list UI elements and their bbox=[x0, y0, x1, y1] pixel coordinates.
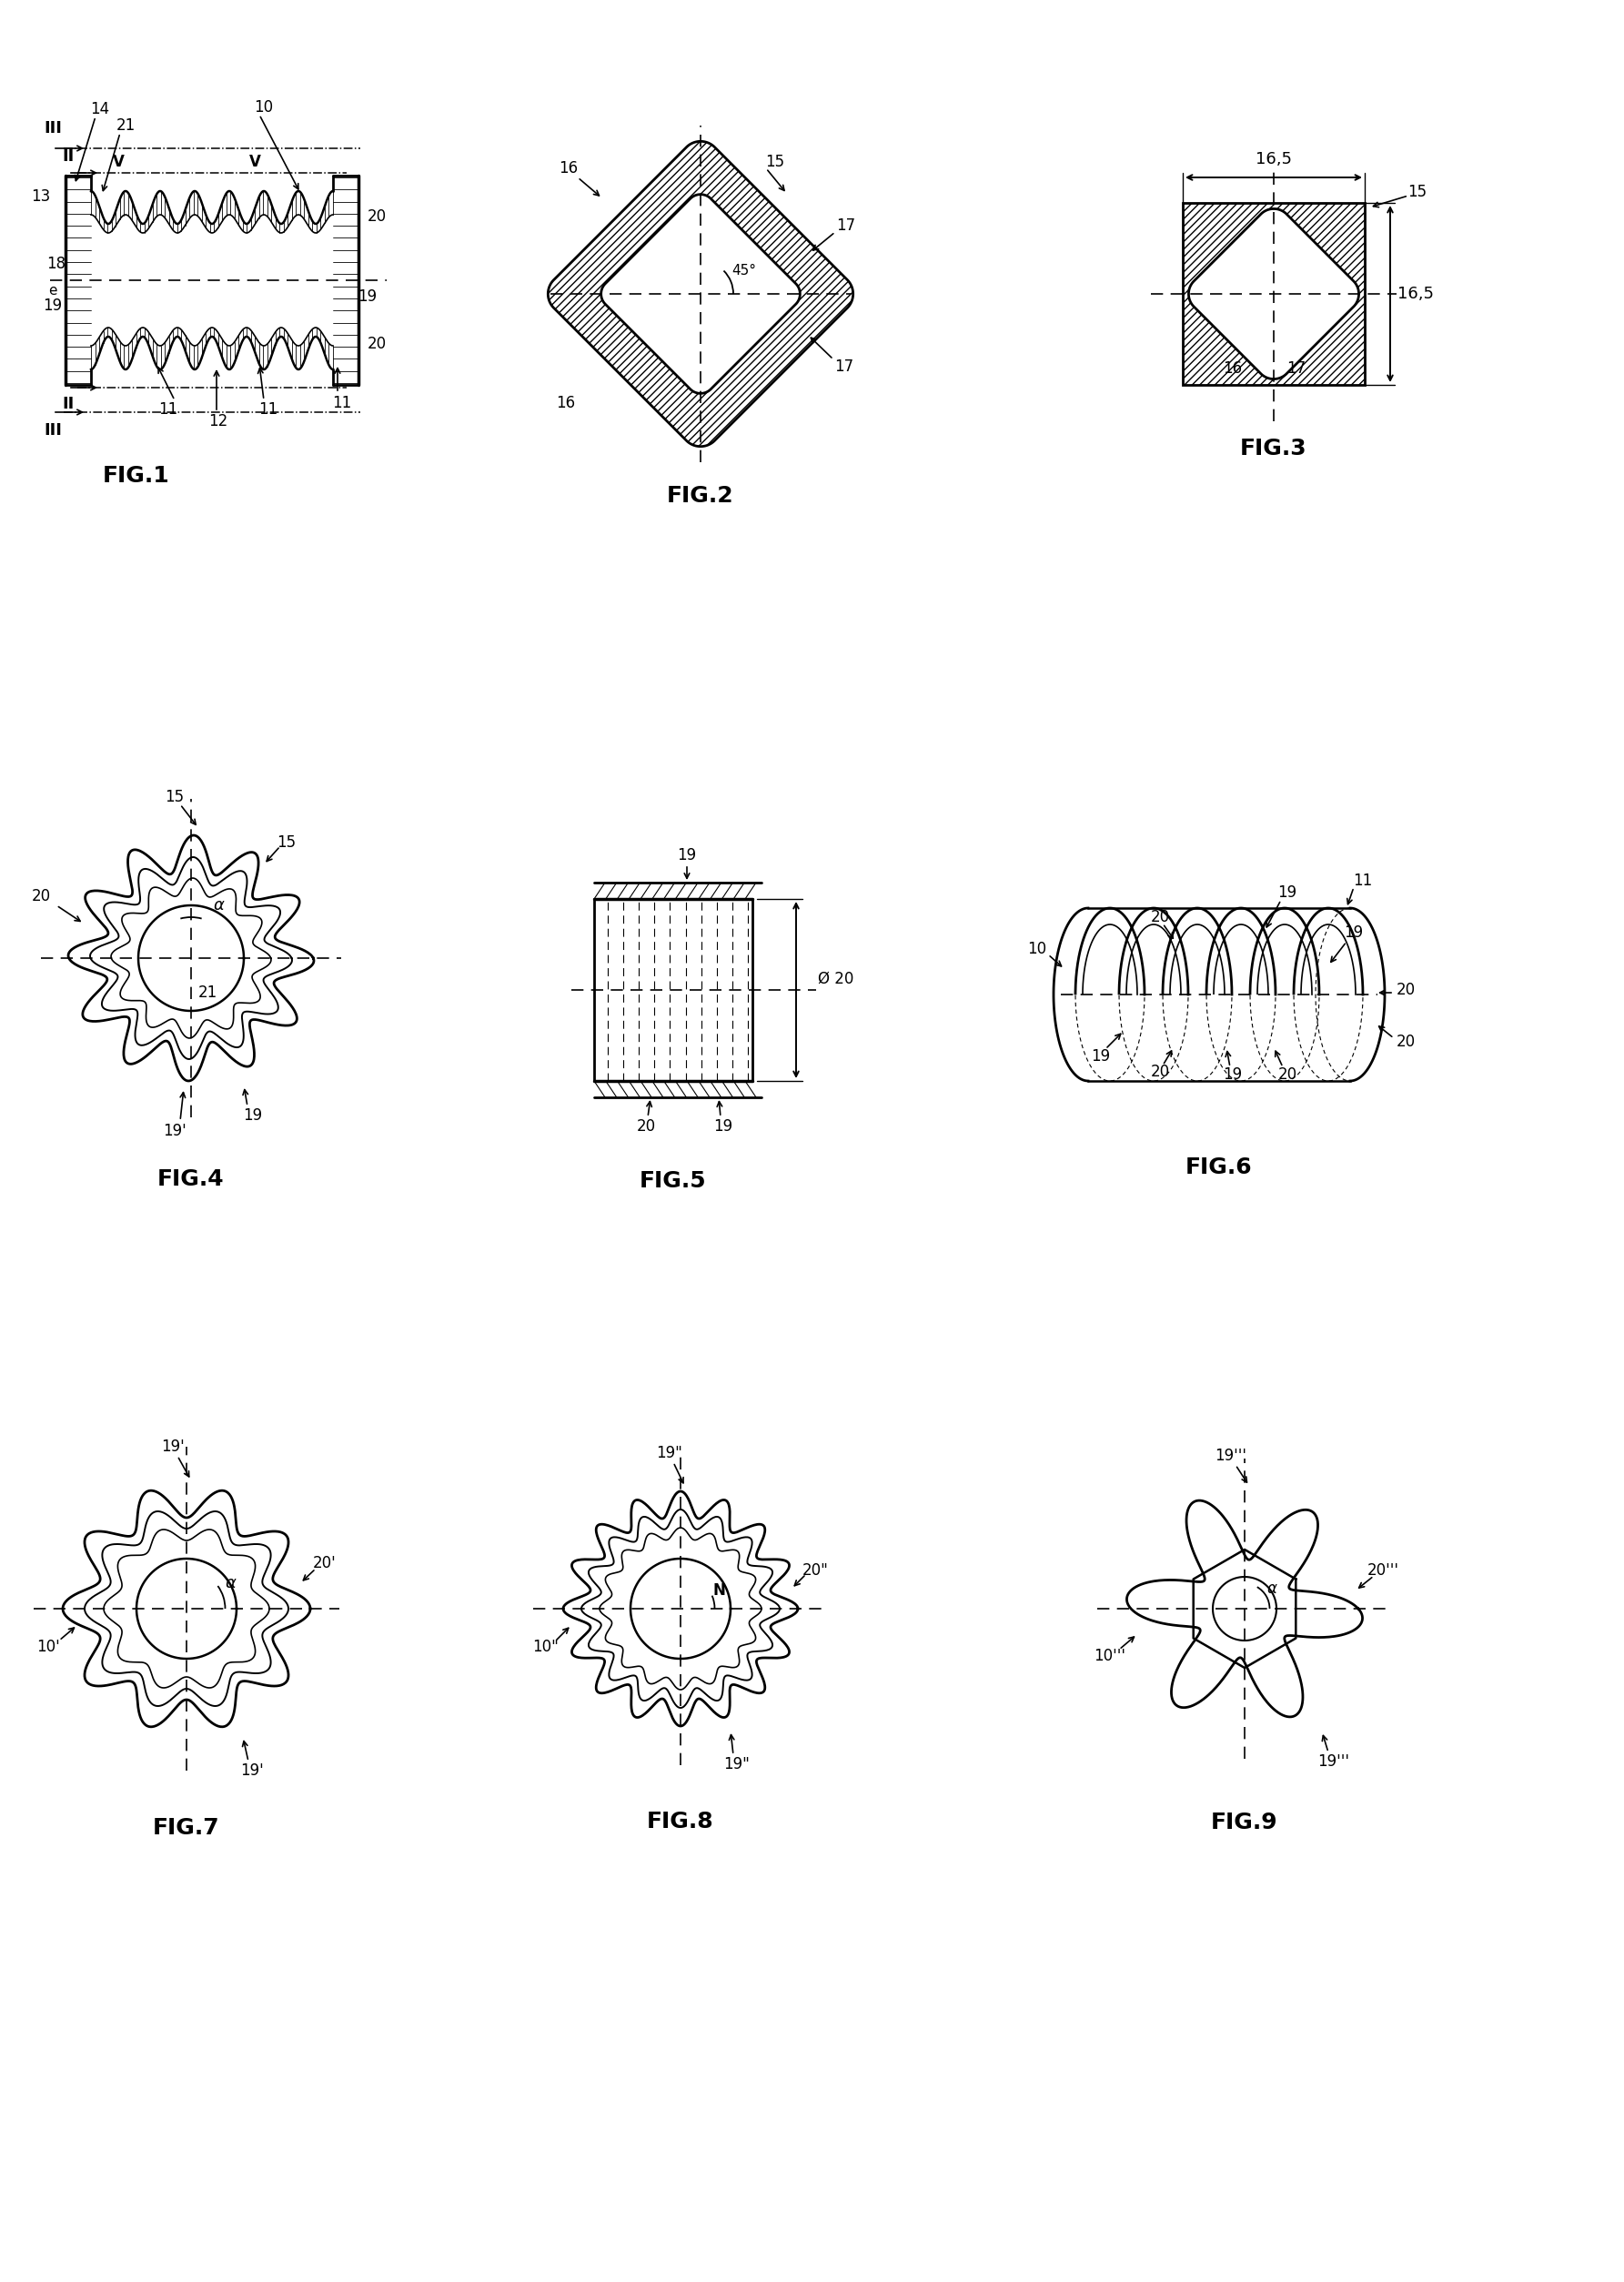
Text: 20: 20 bbox=[1150, 908, 1169, 926]
Text: 17: 17 bbox=[835, 358, 854, 374]
Text: FIG.4: FIG.4 bbox=[158, 1168, 224, 1191]
Text: FIG.6: FIG.6 bbox=[1186, 1157, 1252, 1178]
Text: Ø 20: Ø 20 bbox=[818, 970, 854, 988]
Text: 19: 19 bbox=[1091, 1047, 1111, 1066]
Text: 45°: 45° bbox=[732, 262, 757, 276]
Text: 19: 19 bbox=[1345, 924, 1364, 940]
Text: 20''': 20''' bbox=[1367, 1563, 1398, 1579]
Text: FIG.1: FIG.1 bbox=[102, 466, 171, 486]
Text: 19''': 19''' bbox=[1317, 1753, 1350, 1771]
Text: III: III bbox=[44, 422, 62, 438]
Text: 17: 17 bbox=[836, 217, 856, 233]
Text: 17: 17 bbox=[1286, 361, 1306, 377]
Text: 10: 10 bbox=[255, 98, 273, 116]
Text: α: α bbox=[224, 1575, 235, 1591]
Text: III: III bbox=[44, 121, 62, 137]
Text: 19': 19' bbox=[240, 1762, 263, 1780]
Text: 11: 11 bbox=[1353, 872, 1372, 890]
Text: II: II bbox=[62, 395, 75, 413]
Text: 15: 15 bbox=[765, 153, 784, 171]
Text: 10': 10' bbox=[36, 1638, 60, 1654]
Text: e: e bbox=[49, 285, 57, 299]
Text: 19: 19 bbox=[1223, 1066, 1242, 1082]
Text: FIG.9: FIG.9 bbox=[1212, 1812, 1278, 1832]
Text: 19': 19' bbox=[161, 1438, 185, 1456]
Text: 20: 20 bbox=[637, 1118, 656, 1134]
Text: 20: 20 bbox=[1278, 1066, 1298, 1082]
Text: FIG.7: FIG.7 bbox=[153, 1816, 219, 1839]
Text: 20: 20 bbox=[1150, 1063, 1169, 1079]
Text: α: α bbox=[213, 897, 224, 913]
Text: FIG.8: FIG.8 bbox=[646, 1810, 715, 1832]
Text: 20: 20 bbox=[31, 888, 50, 904]
Text: 18: 18 bbox=[47, 256, 67, 272]
Text: 20: 20 bbox=[1397, 981, 1415, 997]
Text: 19": 19" bbox=[656, 1445, 682, 1460]
Text: 19: 19 bbox=[713, 1118, 732, 1134]
Text: 16,5: 16,5 bbox=[1398, 285, 1434, 301]
Text: 20: 20 bbox=[367, 335, 387, 351]
Text: 19": 19" bbox=[724, 1757, 750, 1773]
Text: α: α bbox=[1267, 1581, 1276, 1597]
Text: 15: 15 bbox=[166, 790, 184, 806]
Text: 19: 19 bbox=[244, 1107, 263, 1123]
Text: 16: 16 bbox=[559, 160, 578, 176]
Text: 15: 15 bbox=[278, 835, 296, 851]
Text: 14: 14 bbox=[91, 100, 110, 116]
Text: 20: 20 bbox=[367, 208, 387, 224]
Text: N: N bbox=[713, 1581, 724, 1600]
Text: 21: 21 bbox=[198, 984, 218, 1002]
Text: V: V bbox=[112, 153, 123, 171]
Text: 20': 20' bbox=[313, 1554, 336, 1572]
Text: 20: 20 bbox=[1397, 1034, 1415, 1050]
Text: 10: 10 bbox=[1028, 940, 1047, 956]
Text: 12: 12 bbox=[209, 413, 227, 429]
Text: 16: 16 bbox=[1223, 361, 1242, 377]
Text: FIG.5: FIG.5 bbox=[640, 1171, 706, 1191]
Text: 19: 19 bbox=[44, 297, 62, 315]
Text: FIG.2: FIG.2 bbox=[667, 486, 734, 507]
Text: 11: 11 bbox=[333, 395, 352, 411]
Text: II: II bbox=[62, 148, 75, 164]
Polygon shape bbox=[601, 194, 801, 393]
Text: 21: 21 bbox=[115, 116, 135, 135]
Text: 19''': 19''' bbox=[1215, 1447, 1247, 1465]
Text: 10''': 10''' bbox=[1095, 1648, 1125, 1664]
Text: 15: 15 bbox=[1408, 185, 1427, 201]
Text: 19: 19 bbox=[677, 847, 697, 863]
Text: 19': 19' bbox=[162, 1123, 187, 1139]
Text: 11: 11 bbox=[258, 402, 278, 418]
Text: 10": 10" bbox=[533, 1638, 559, 1654]
Text: 16: 16 bbox=[557, 395, 575, 411]
Polygon shape bbox=[1189, 208, 1359, 379]
Text: 13: 13 bbox=[31, 189, 50, 205]
Text: V: V bbox=[248, 153, 260, 171]
Text: 11: 11 bbox=[159, 402, 179, 418]
Text: 20": 20" bbox=[802, 1563, 828, 1579]
Text: 19: 19 bbox=[1278, 885, 1298, 901]
Text: FIG.3: FIG.3 bbox=[1241, 438, 1307, 459]
Text: 16,5: 16,5 bbox=[1255, 151, 1293, 167]
Text: 19: 19 bbox=[357, 288, 377, 306]
